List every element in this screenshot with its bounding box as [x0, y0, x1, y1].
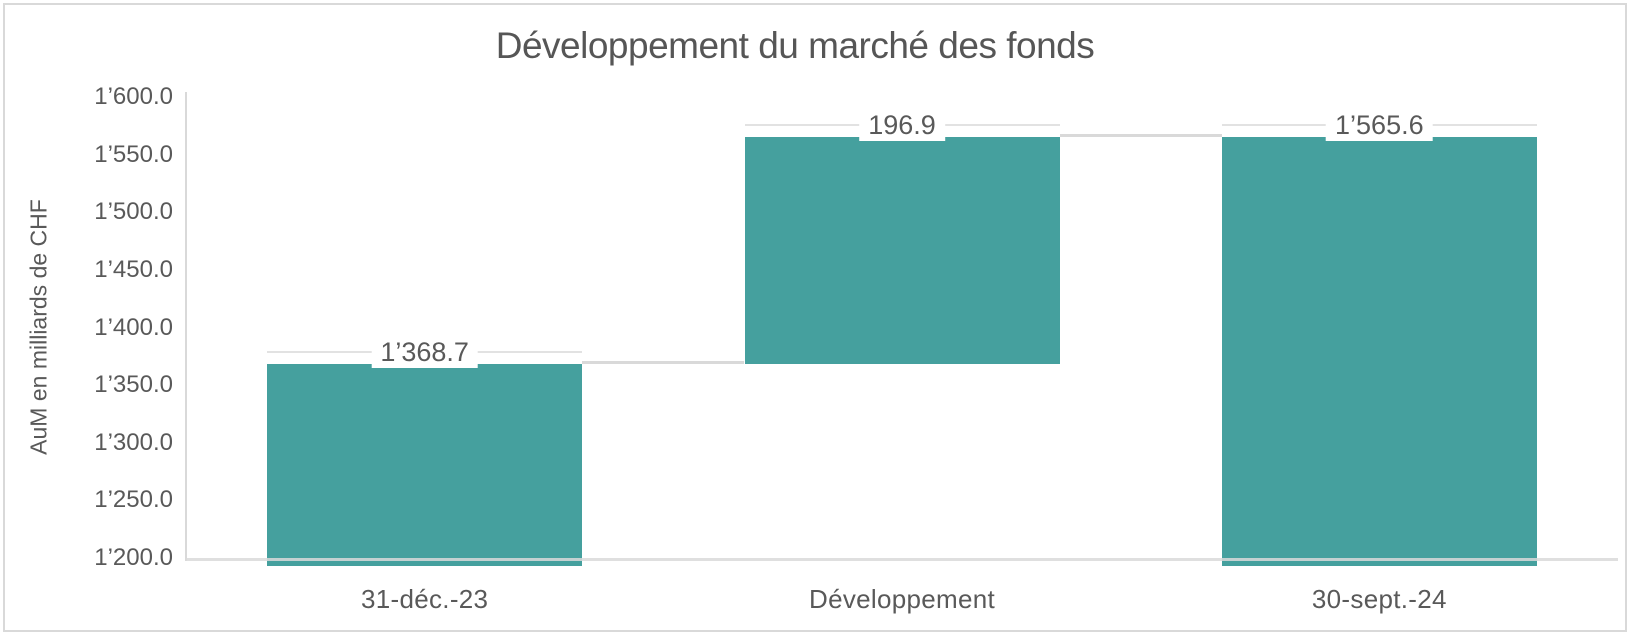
y-axis-tick-label: 1’450.0 — [94, 255, 173, 283]
bar-30-sept-24 — [1221, 136, 1537, 566]
y-axis-tick-label: 1’400.0 — [94, 313, 173, 341]
bar-value-label: 1’368.7 — [371, 335, 478, 368]
x-axis-category-label: 30-sept.-24 — [1311, 584, 1447, 614]
chart-title: Développement du marché des fonds — [495, 25, 1095, 66]
bar-developpement — [744, 136, 1060, 364]
y-axis-tick-label: 1’350.0 — [94, 371, 173, 399]
y-axis-line — [185, 92, 187, 561]
y-axis-tick-label: 1’300.0 — [94, 428, 173, 456]
y-axis-tick-label: 1’200.0 — [94, 544, 173, 571]
y-axis-tick-label: 1’550.0 — [94, 140, 173, 168]
x-axis-category-label: 31-déc.-23 — [361, 584, 489, 614]
waterfall-connector-line — [582, 360, 745, 364]
y-axis-tick-label: 1’600.0 — [94, 83, 173, 110]
y-axis-tick-label: 1’500.0 — [94, 198, 173, 226]
bar-31-dec-23 — [267, 363, 583, 566]
bar-value-label: 1’565.6 — [1326, 108, 1433, 141]
waterfall-connector-line — [1059, 133, 1222, 137]
x-axis-line — [186, 558, 1618, 561]
bar-value-label: 196.9 — [859, 108, 945, 141]
y-axis-tick-label: 1’250.0 — [94, 486, 173, 514]
x-axis-category-label: Développement — [808, 584, 996, 614]
